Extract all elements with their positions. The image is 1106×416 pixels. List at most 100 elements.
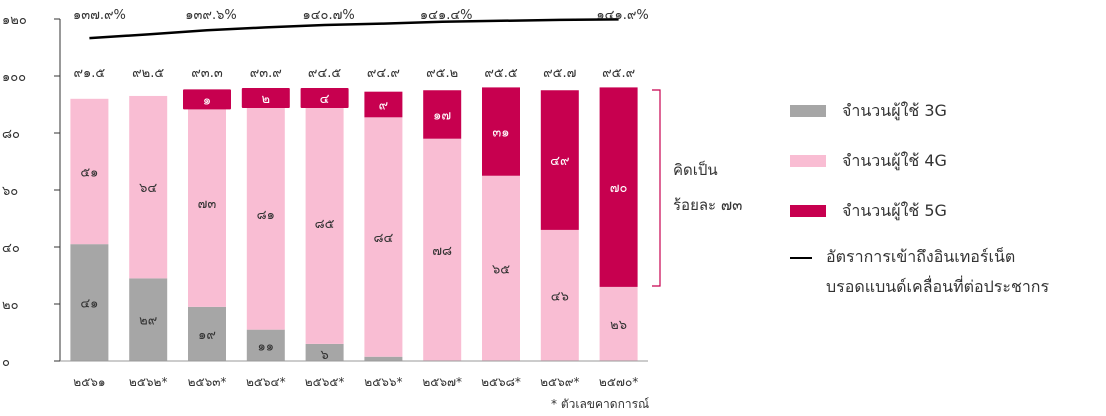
bar-total-label: ๙๒.๕ — [132, 66, 164, 81]
bar-total-label: ๙๔.๕ — [308, 66, 341, 81]
bar-segment-5g — [482, 87, 520, 176]
segment-label: ๗๘ — [432, 244, 452, 259]
legend-line-swatch — [790, 257, 812, 259]
bar-total-label: ๙๓.๙ — [250, 66, 282, 81]
legend-swatch-3g — [790, 105, 826, 117]
bar-series — [70, 87, 638, 361]
bar-segment-5g — [540, 90, 579, 230]
bar-total-label: ๙๕.๙ — [602, 66, 635, 81]
segment-label: ๘๔ — [373, 231, 393, 246]
legend-line-label-2: บรอดแบนด์เคลื่อนที่ต่อประชากร — [826, 277, 1050, 296]
y-tick-label: ๑๐๐ — [2, 70, 26, 85]
bar-total-label: ๙๕.๕ — [484, 66, 517, 81]
penetration-line-layer: ๑๓๗.๙% ๑๓๙.๖% ๑๔๐.๗% ๑๔๑.๔% ๑๔๑.๙% — [73, 8, 649, 40]
segment-label: ๒๖ — [610, 318, 627, 333]
segment-label: ๔๙ — [550, 154, 569, 169]
segment-label: ๖๕ — [492, 262, 510, 277]
y-tick-label: ๘๐ — [2, 127, 20, 142]
segment-label: ๗๐ — [610, 181, 628, 196]
legend-line-label: อัตราการเข้าถึงอินเทอร์เน็ต บรอดแบนด์เคล… — [826, 242, 1049, 302]
x-tick-label: ๒๕๖๗* — [422, 375, 462, 389]
legend-swatch-5g — [790, 205, 826, 217]
y-tick-label: ๒๐ — [2, 298, 19, 313]
legend: จำนวนผู้ใช้ 3G จำนวนผู้ใช้ 4G จำนวนผู้ใช… — [790, 86, 1106, 302]
bar-segment-4g — [364, 117, 403, 357]
y-tick-label: ๐ — [2, 355, 10, 370]
x-tick-label: ๒๕๖๔* — [246, 375, 286, 389]
x-tick-label: ๒๕๖๙* — [540, 375, 579, 389]
segment-label: ๒ — [262, 92, 271, 107]
bar-segment-4g — [423, 138, 462, 361]
bar-segment-3g — [305, 343, 344, 361]
bar-segment-3g — [246, 329, 285, 361]
x-axis: ๒๕๖๑ ๒๕๖๒* ๒๕๖๓* ๒๕๖๔* ๒๕๖๕* ๒๕๖๖* ๒๕๖๗* ๒๕๖๘* ๒… — [60, 360, 648, 389]
bracket-annotation: คิดเป็น ร้อยละ ๗๓ — [652, 89, 742, 287]
legend-line-label-1: อัตราการเข้าถึงอินเทอร์เน็ต — [826, 247, 1016, 266]
legend-item-3g: จำนวนผู้ใช้ 3G — [790, 86, 1106, 136]
bracket-line — [652, 89, 661, 287]
bar-segment-4g — [246, 98, 285, 330]
segment-label-badge — [183, 89, 231, 110]
penetration-label: ๑๓๙.๖% — [185, 8, 236, 23]
segment-label: ๕๑ — [80, 165, 98, 180]
legend-item-5g: จำนวนผู้ใช้ 5G — [790, 186, 1106, 236]
bar-segment-3g — [364, 356, 403, 361]
bar-segment-3g — [129, 278, 168, 361]
bar-segment-4g — [305, 101, 344, 344]
y-axis: ๐ ๒๐ ๔๐ ๖๐ ๘๐ ๑๐๐ ๑๒๐ — [2, 13, 61, 370]
x-tick-label: ๒๕๖๖* — [364, 375, 402, 389]
segment-label: ๔๑ — [80, 297, 98, 312]
legend-item-penetration-line: อัตราการเข้าถึงอินเทอร์เน็ต บรอดแบนด์เคล… — [790, 242, 1106, 302]
bar-segment-4g — [188, 98, 226, 307]
segment-label: ๔๖ — [551, 289, 569, 304]
segment-label: ๘๕ — [315, 217, 335, 232]
x-tick-label: ๒๕๗๐* — [599, 375, 638, 389]
penetration-label: ๑๔๐.๗% — [302, 8, 354, 23]
segment-label-badge — [300, 87, 349, 108]
x-tick-label: ๒๕๖๓* — [188, 375, 227, 389]
bar-segment-3g — [188, 306, 226, 361]
bar-total-label: ๙๔.๙ — [367, 66, 400, 81]
penetration-label: ๑๓๗.๙% — [73, 8, 126, 23]
bar-total-label: ๙๕.๒ — [426, 66, 458, 81]
segment-label: ๑๑ — [258, 339, 275, 354]
x-tick-label: ๒๕๖๑ — [73, 375, 105, 389]
bar-segment-5g — [423, 90, 462, 139]
x-tick-label: ๒๕๖๘* — [481, 375, 521, 389]
penetration-label: ๑๔๑.๙% — [596, 8, 648, 23]
bar-total-label: ๙๑.๕ — [74, 66, 106, 81]
bar-total-label: ๙๕.๗ — [543, 66, 576, 81]
bar-segment-4g — [70, 98, 109, 245]
segment-label: ๗๓ — [198, 197, 217, 212]
segment-label: ๖๔ — [139, 181, 157, 196]
legend-label-4g: จำนวนผู้ใช้ 4G — [842, 150, 947, 170]
bracket-label-line1: คิดเป็น — [673, 160, 718, 179]
bar-segment-4g — [540, 229, 579, 361]
y-tick-label: ๔๐ — [2, 241, 20, 256]
y-tick-label: ๖๐ — [2, 184, 18, 199]
penetration-line — [89, 18, 619, 40]
segment-label-badge — [241, 87, 290, 108]
segment-label: ๔ — [320, 92, 330, 107]
bar-segment-4g — [129, 95, 168, 279]
legend-label-5g: จำนวนผู้ใช้ 5G — [842, 200, 947, 220]
segment-label: ๒๙ — [139, 314, 157, 329]
segment-label: ๑๙ — [198, 328, 216, 343]
bar-segment-4g — [599, 286, 638, 361]
total-labels: ๙๑.๕ ๙๒.๕ ๙๓.๓ ๙๓.๙ ๙๔.๕ ๙๔.๙ ๙๕.๒ ๙๕.๕ ๙๕.๗ ๙๕.๙ — [74, 66, 636, 81]
bar-segment-3g — [70, 244, 109, 361]
x-tick-label: ๒๕๖๕* — [305, 375, 345, 389]
segment-label: ๑ — [203, 93, 211, 108]
legend-label-3g: จำนวนผู้ใช้ 3G — [842, 100, 947, 120]
segment-label: ๖ — [320, 348, 328, 363]
legend-item-4g: จำนวนผู้ใช้ 4G — [790, 136, 1106, 186]
x-tick-label: ๒๕๖๒* — [129, 375, 168, 389]
bar-segment-5g — [364, 91, 403, 118]
segment-labels: ๔๑๕๑๒๙๖๔๑๙๗๓๑๑๑๘๑๒๖๘๕๔๘๔๙๗๘๑๗๖๕๓๑๔๖๔๙๒๖๗… — [80, 87, 628, 363]
segment-label: ๘๑ — [257, 208, 275, 223]
legend-swatch-4g — [790, 155, 826, 167]
y-tick-label: ๑๒๐ — [2, 13, 27, 28]
bar-total-label: ๙๓.๓ — [191, 66, 223, 81]
